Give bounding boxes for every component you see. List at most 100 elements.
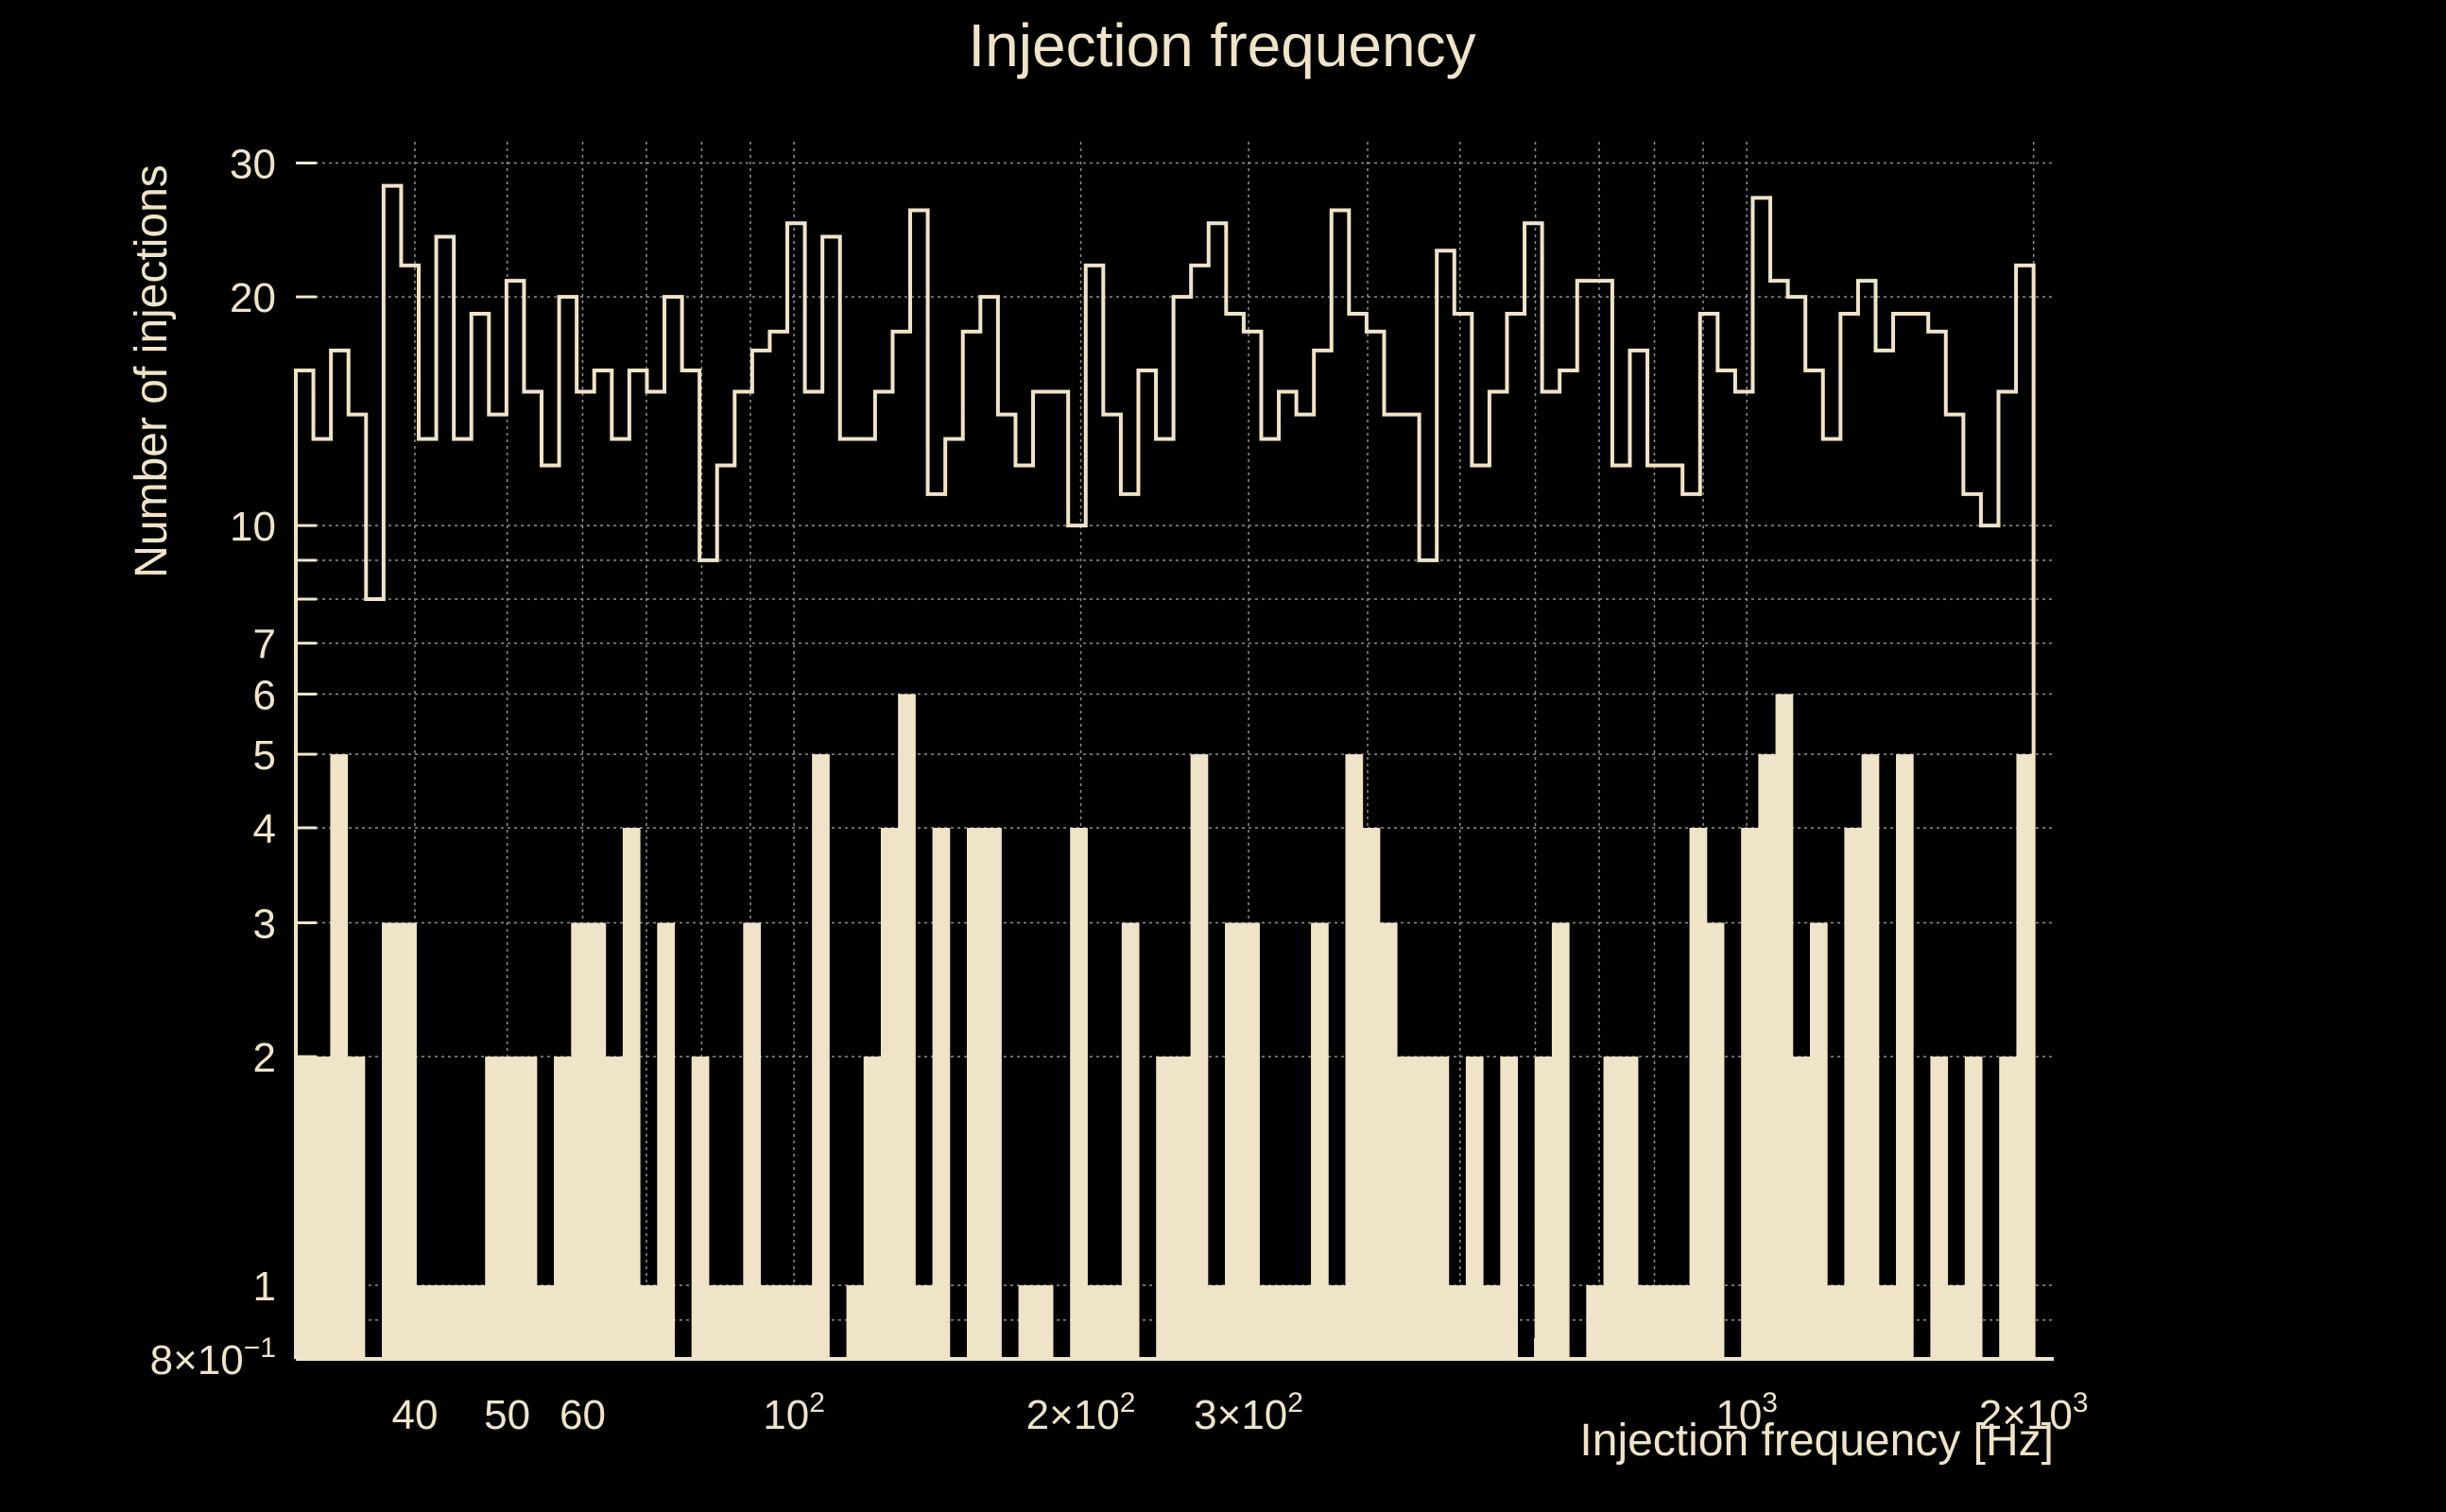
histogram-bar [863, 1057, 882, 1359]
histogram-bar [812, 754, 830, 1359]
histogram-bar [932, 828, 951, 1359]
histogram-bar [502, 1057, 521, 1359]
histogram-bar [1809, 922, 1828, 1359]
x-tick-label: 2×103 [1979, 1387, 2089, 1438]
y-tick-label: 8×10−1 [150, 1332, 276, 1383]
histogram-bar [1293, 1285, 1312, 1359]
x-axis-label: Injection frequency [Hz] [1579, 1416, 2054, 1466]
histogram-bar [1741, 828, 1759, 1359]
histogram-bar [450, 1285, 469, 1359]
histogram-bar [1104, 1285, 1123, 1359]
histogram-bar [777, 1285, 796, 1359]
histogram-bar [1225, 922, 1243, 1359]
histogram-bar [1758, 754, 1777, 1359]
histogram-bar [1775, 694, 1794, 1359]
histogram-bar [1844, 828, 1863, 1359]
filled-histogram [296, 694, 2035, 1359]
x-tick-label: 3×102 [1194, 1387, 1303, 1438]
histogram-bar [1121, 922, 1140, 1359]
histogram-bar [1087, 1285, 1106, 1359]
histogram-bar [1999, 1057, 2017, 1359]
histogram-bar [519, 1057, 538, 1359]
histogram-bar [1586, 1285, 1605, 1359]
histogram-bar [382, 922, 400, 1359]
histogram-bar [966, 828, 985, 1359]
histogram-bar [1620, 1057, 1639, 1359]
x-tick-labels: 40 50 60 102 2×102 3×102 103 2×103 [391, 1387, 2088, 1438]
histogram-bar [1861, 754, 1880, 1359]
y-tick-label: 10 [230, 504, 276, 550]
histogram-bar [1896, 754, 1914, 1359]
x-tick-label: 102 [763, 1387, 825, 1438]
histogram-bar [468, 1285, 486, 1359]
histogram-bar [880, 828, 899, 1359]
histogram-bar [1448, 1285, 1467, 1359]
histogram-bar [554, 1057, 572, 1359]
histogram-bar [1483, 1285, 1501, 1359]
y-tick-label: 2 [253, 1035, 276, 1081]
histogram-bar [640, 1285, 658, 1359]
histogram-bar [743, 922, 762, 1359]
histogram-bar [1551, 922, 1570, 1359]
y-tick-label: 3 [253, 901, 276, 947]
histogram-bar [657, 922, 675, 1359]
histogram-bar [846, 1285, 865, 1359]
histogram-bar [1431, 1057, 1450, 1359]
histogram-bar [1035, 1285, 1054, 1359]
histogram-bar [1930, 1057, 1949, 1359]
histogram-bar [1207, 1285, 1226, 1359]
histogram-bar [1242, 922, 1260, 1359]
y-tick-label: 6 [253, 672, 276, 718]
histogram-bar [1173, 1057, 1192, 1359]
histogram-bar [1070, 828, 1088, 1359]
histogram-bar [399, 922, 417, 1359]
histogram-bar [1362, 828, 1381, 1359]
histogram-bar [898, 694, 916, 1359]
histogram-bar [588, 922, 607, 1359]
histogram-bar [1328, 1285, 1346, 1359]
histogram-bar [1345, 754, 1364, 1359]
histogram-bar [313, 1057, 331, 1359]
axes [296, 162, 2054, 1361]
histogram-bar [1379, 922, 1398, 1359]
histogram-bar [691, 1057, 710, 1359]
histogram-bar [1156, 1057, 1174, 1359]
histogram-bar [1603, 1057, 1622, 1359]
histogram-bar [1689, 828, 1708, 1359]
histogram-bar [485, 1057, 503, 1359]
x-tick-label: 103 [1715, 1387, 1778, 1438]
y-tick-label: 7 [253, 622, 276, 668]
y-axis-label: Number of injections [127, 164, 177, 578]
y-tick-label: 5 [253, 732, 276, 779]
chart-title: Injection frequency [968, 11, 1475, 79]
histogram-bar [1465, 1057, 1484, 1359]
histogram-bar [1947, 1285, 1966, 1359]
histogram-bar [330, 754, 349, 1359]
histogram-bar [915, 1285, 934, 1359]
x-tick-label: 50 [484, 1392, 530, 1438]
histogram-bar [1964, 1057, 1983, 1359]
histogram-bar [1706, 922, 1725, 1359]
histogram-bar [1655, 1285, 1673, 1359]
histogram-bar [1827, 1285, 1845, 1359]
y-tick-label: 4 [253, 806, 276, 852]
histogram-bar [1311, 922, 1329, 1359]
histogram-bar [1534, 1057, 1553, 1359]
histogram-bar [536, 1285, 555, 1359]
histogram-bar [1500, 1057, 1519, 1359]
y-tick-labels: 8×10−1 1 2 3 4 5 67 10 20 30 [150, 142, 276, 1383]
histogram-bar [347, 1057, 366, 1359]
histogram-bar [2016, 754, 2035, 1359]
histogram-bar [571, 922, 589, 1359]
histogram-bar [1276, 1285, 1295, 1359]
histogram-bar [1672, 1285, 1691, 1359]
histogram-bar [1259, 1285, 1278, 1359]
outline-histogram-line [294, 183, 2036, 1359]
histogram-bar [1414, 1057, 1432, 1359]
histogram-bar [984, 828, 1002, 1359]
histogram-bar [605, 1057, 624, 1359]
x-tick-label: 2×102 [1026, 1387, 1136, 1438]
histogram-bar [416, 1285, 435, 1359]
histogram-bar [726, 1285, 744, 1359]
histogram-bar [794, 1285, 813, 1359]
